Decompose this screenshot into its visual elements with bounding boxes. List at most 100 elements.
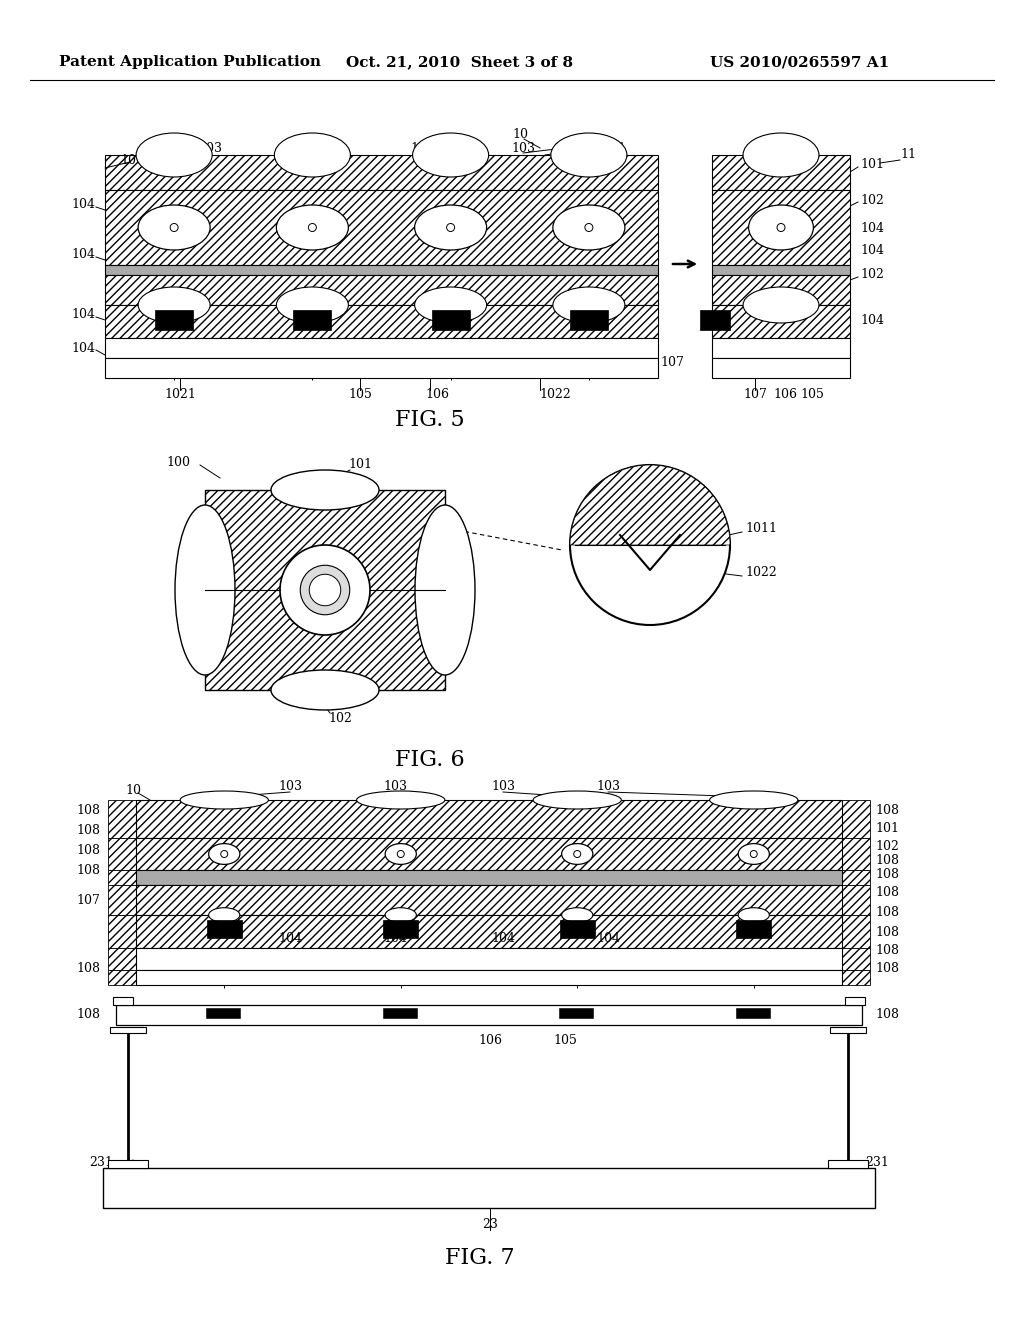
Ellipse shape	[553, 286, 625, 323]
Circle shape	[397, 850, 404, 858]
Text: 102: 102	[874, 841, 899, 854]
Text: 102: 102	[328, 711, 352, 725]
Text: 103: 103	[306, 141, 330, 154]
Ellipse shape	[180, 791, 268, 809]
Bar	[108, 884, 136, 915]
Ellipse shape	[561, 843, 593, 865]
Text: 104: 104	[71, 309, 95, 322]
Text: Patent Application Publication: Patent Application Publication	[59, 55, 321, 69]
Ellipse shape	[138, 205, 210, 249]
Bar	[560, 920, 595, 939]
Bar	[842, 870, 870, 884]
Text: 107: 107	[743, 388, 767, 401]
Text: 101: 101	[348, 458, 372, 471]
Ellipse shape	[276, 286, 348, 323]
Text: 103: 103	[410, 141, 434, 154]
Text: 108: 108	[874, 854, 899, 866]
Ellipse shape	[738, 908, 769, 923]
Bar	[712, 190, 850, 265]
Text: 103: 103	[511, 141, 535, 154]
Ellipse shape	[551, 133, 627, 177]
Bar	[105, 338, 658, 358]
Text: 105: 105	[800, 388, 824, 401]
Bar	[136, 884, 842, 915]
Text: FIG. 7: FIG. 7	[445, 1247, 515, 1269]
Circle shape	[300, 565, 350, 615]
Bar	[108, 970, 136, 985]
Text: 231: 231	[865, 1155, 889, 1168]
Text: 108: 108	[874, 925, 899, 939]
Circle shape	[585, 223, 593, 231]
Bar	[700, 310, 730, 330]
Ellipse shape	[415, 286, 486, 323]
Text: 108: 108	[76, 804, 100, 817]
Text: 104: 104	[490, 932, 515, 945]
Text: 1021: 1021	[164, 388, 196, 401]
Text: 104: 104	[860, 314, 884, 326]
Text: 100: 100	[120, 153, 144, 166]
Bar	[105, 265, 658, 275]
Text: Oct. 21, 2010  Sheet 3 of 8: Oct. 21, 2010 Sheet 3 of 8	[346, 55, 573, 69]
Ellipse shape	[415, 205, 486, 249]
Text: 103: 103	[490, 780, 515, 793]
Text: FIG. 6: FIG. 6	[395, 748, 465, 771]
Bar	[105, 305, 658, 338]
Bar	[103, 1168, 874, 1208]
Text: 108: 108	[874, 1008, 899, 1022]
Text: 1022: 1022	[745, 565, 777, 578]
Text: 108: 108	[874, 887, 899, 899]
Bar	[712, 305, 850, 338]
Bar	[842, 948, 870, 970]
Ellipse shape	[743, 133, 819, 177]
Text: 104: 104	[71, 248, 95, 261]
Bar	[736, 920, 771, 939]
Text: 104: 104	[596, 932, 620, 945]
Bar	[108, 838, 136, 870]
Text: 23: 23	[482, 1218, 498, 1232]
Bar	[845, 997, 865, 1005]
Bar	[136, 800, 842, 838]
Bar	[207, 920, 242, 939]
Bar	[842, 800, 870, 838]
Text: 108: 108	[874, 907, 899, 920]
Ellipse shape	[385, 843, 417, 865]
Ellipse shape	[553, 205, 625, 249]
Ellipse shape	[534, 791, 622, 809]
Bar	[136, 838, 842, 870]
Bar	[293, 310, 332, 330]
Text: FIG. 5: FIG. 5	[395, 409, 465, 432]
Text: 1012: 1012	[154, 164, 186, 177]
Circle shape	[309, 574, 341, 606]
Bar	[842, 838, 870, 870]
Text: 108: 108	[76, 843, 100, 857]
Circle shape	[280, 545, 370, 635]
Bar	[712, 265, 850, 275]
Text: 103: 103	[198, 141, 222, 154]
Bar	[712, 338, 850, 358]
Text: 104: 104	[278, 932, 302, 945]
Text: 1011: 1011	[594, 141, 626, 154]
Bar	[105, 154, 658, 190]
Text: 104: 104	[860, 243, 884, 256]
Ellipse shape	[271, 470, 379, 510]
Bar	[570, 310, 608, 330]
Text: 108: 108	[874, 944, 899, 957]
Ellipse shape	[385, 908, 417, 923]
Circle shape	[570, 465, 730, 624]
Text: 106: 106	[773, 388, 797, 401]
Bar	[559, 1008, 593, 1018]
Bar	[108, 870, 136, 884]
Bar	[712, 275, 850, 305]
Bar	[136, 870, 842, 884]
Bar	[136, 970, 842, 985]
Text: 100: 100	[166, 455, 190, 469]
Text: US 2010/0265597 A1: US 2010/0265597 A1	[711, 55, 890, 69]
Text: 231: 231	[89, 1155, 113, 1168]
Bar	[113, 997, 133, 1005]
Text: 1011: 1011	[745, 521, 777, 535]
Ellipse shape	[710, 791, 798, 809]
Bar	[108, 948, 136, 970]
Bar	[830, 1027, 866, 1034]
Text: 105: 105	[553, 1034, 577, 1047]
Bar	[432, 310, 470, 330]
